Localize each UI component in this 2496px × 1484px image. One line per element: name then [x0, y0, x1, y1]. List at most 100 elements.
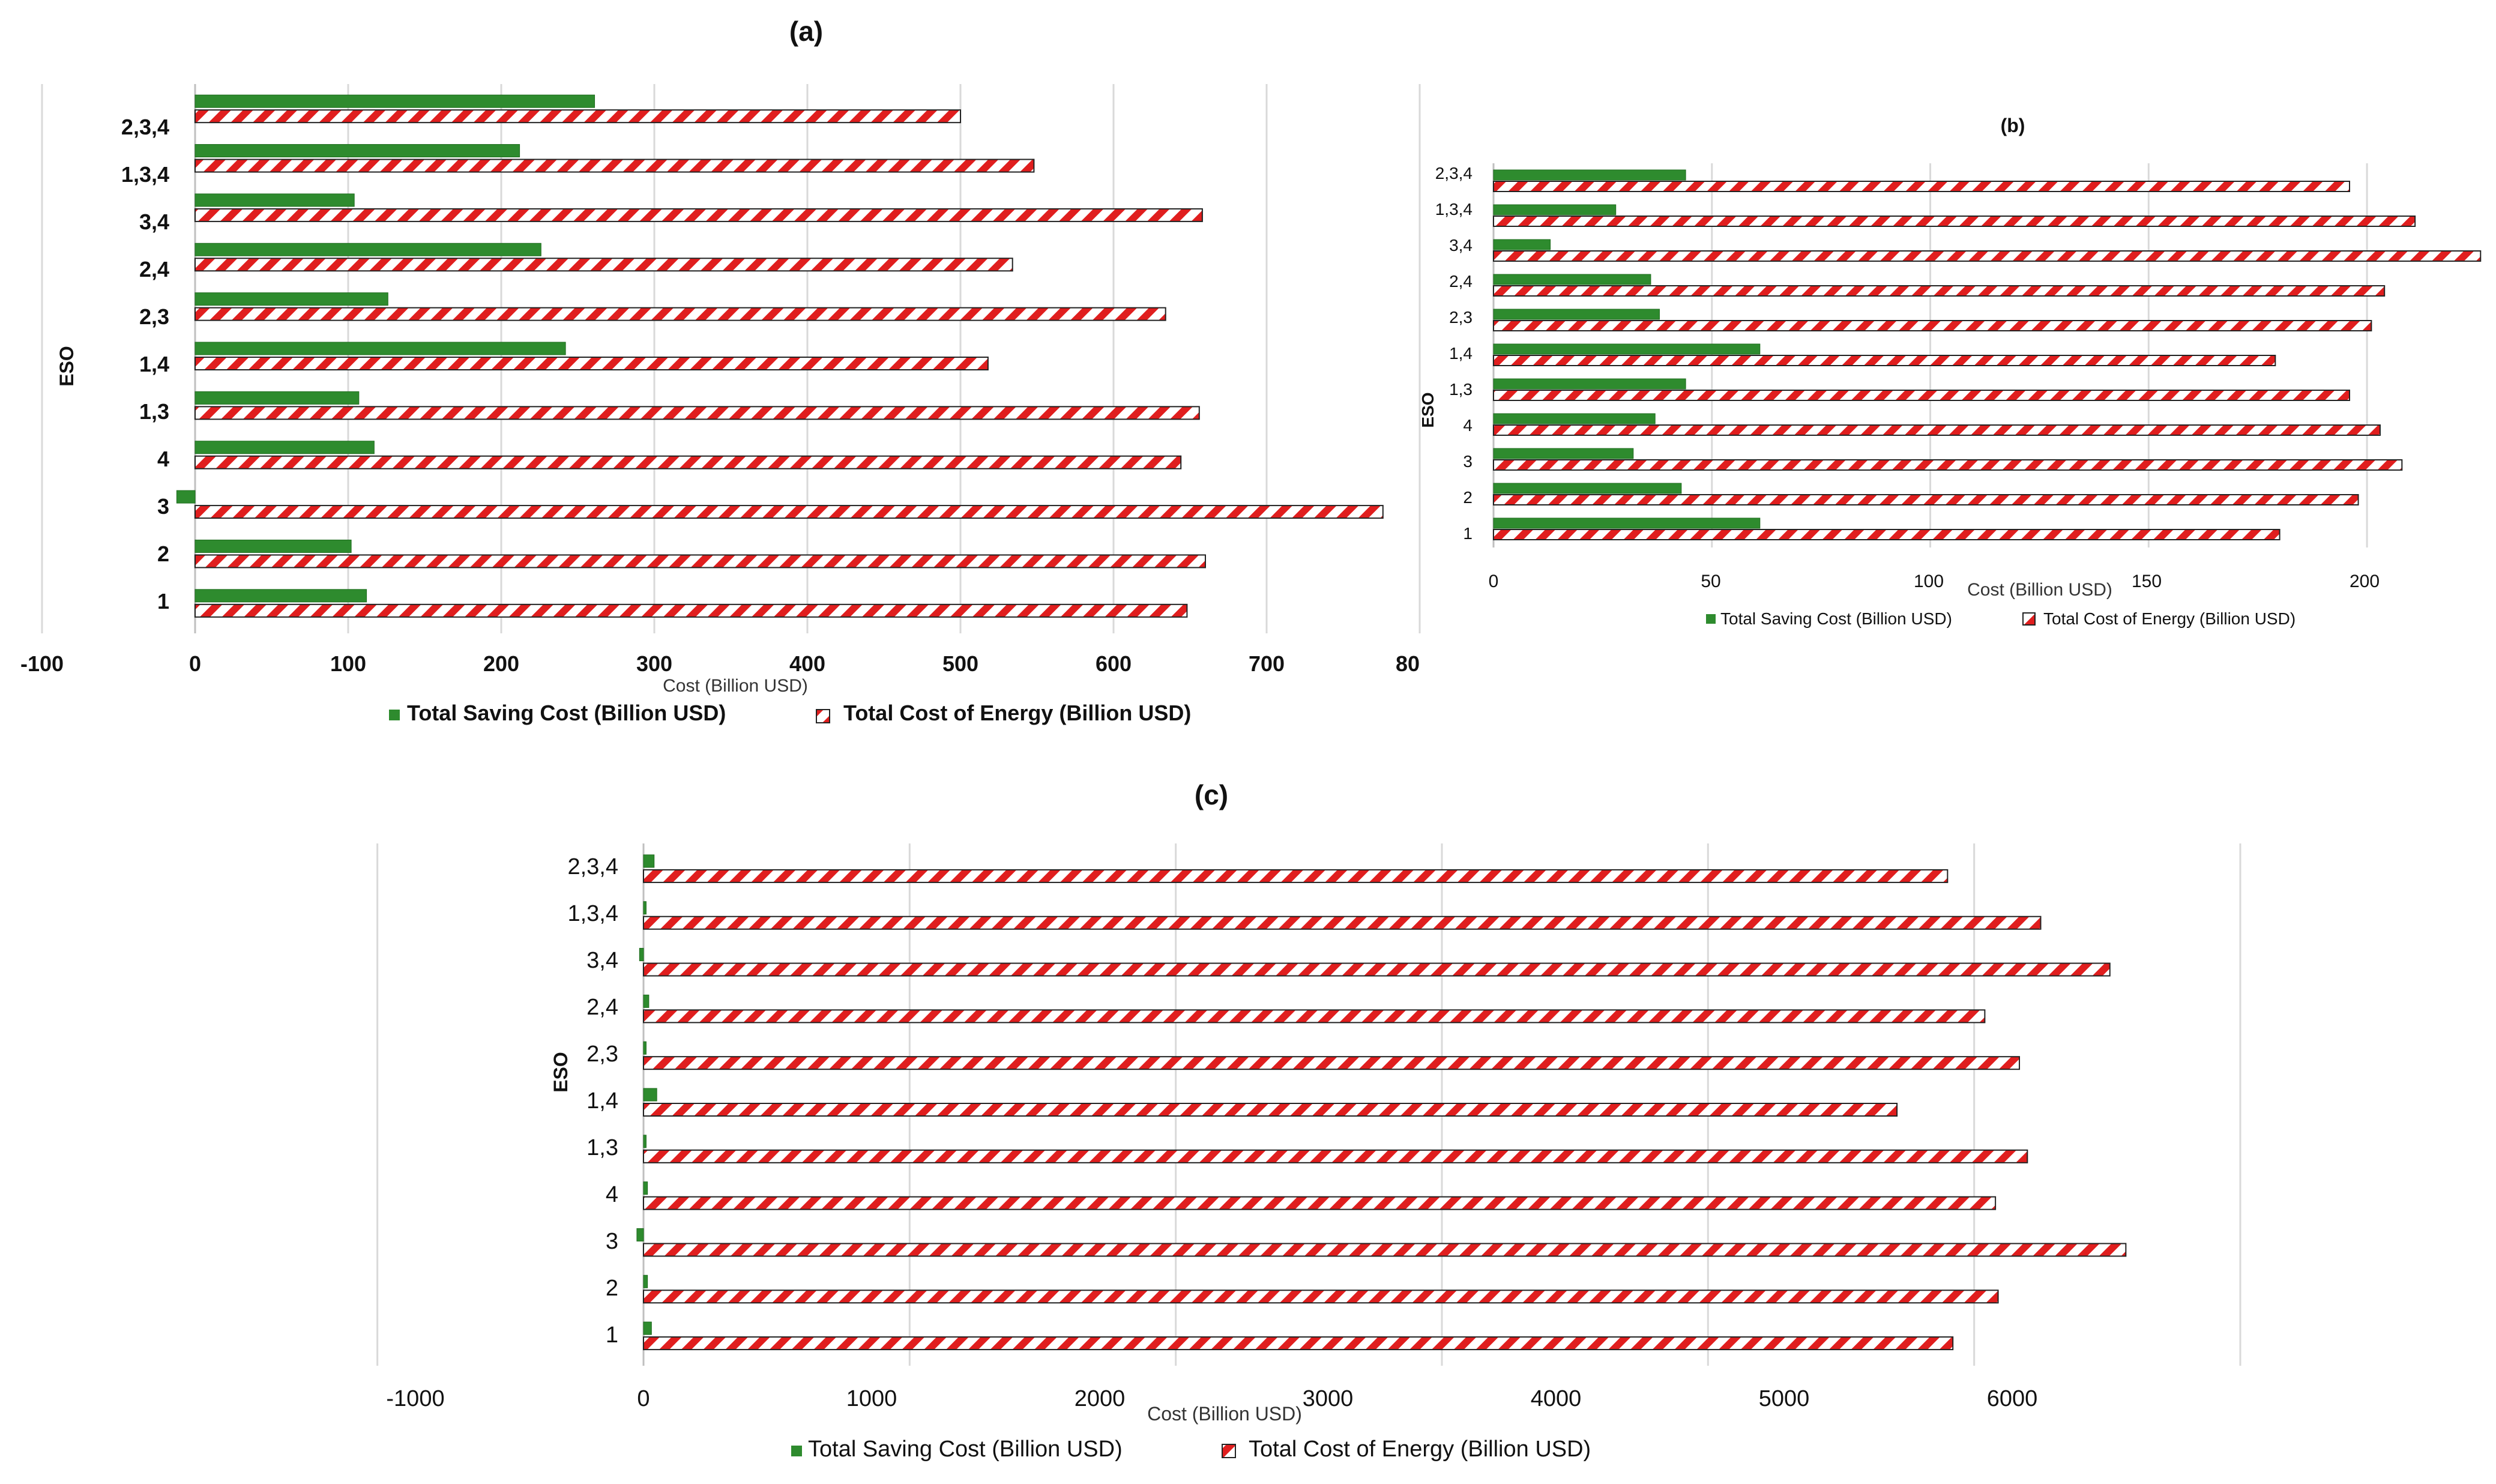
chart-b-tick-label: 50 [1701, 572, 1720, 591]
chart-b-bar-saving [1493, 448, 1634, 459]
chart-c-bar-saving [643, 1274, 648, 1288]
chart-c-legend-saving-label: Total Saving Cost (Billion USD) [808, 1437, 1123, 1462]
chart-c-legend-energy-label: Total Cost of Energy (Billion USD) [1249, 1437, 1591, 1462]
chart-b-legend-saving-label: Total Saving Cost (Billion USD) [1720, 609, 1952, 628]
chart-c-bar-energy [643, 1196, 1997, 1210]
chart-b-legend-energy-swatch [2022, 612, 2036, 626]
chart-b-category-label: 1,3 [1449, 380, 1473, 399]
chart-a-legend-energy-label: Total Cost of Energy (Billion USD) [843, 701, 1191, 725]
chart-b-bar-energy [1493, 390, 2351, 401]
chart-a-bar-saving [194, 193, 355, 207]
chart-c-category-labels: 1 2 3 4 1,3 1,4 2,3 2,4 3,4 1,3,4 2,3,4 [567, 854, 618, 1348]
chart-c-category-label: 2,4 [586, 995, 618, 1020]
chart-b-bars [1493, 169, 2482, 540]
chart-a-bar-energy [194, 307, 1166, 321]
chart-b-bar-saving [1493, 274, 1651, 285]
chart-c-legend: Total Saving Cost (Billion USD) Total Co… [791, 1437, 1591, 1462]
chart-b-category-label: 3,4 [1449, 236, 1473, 255]
chart-b-category-label: 4 [1463, 416, 1473, 435]
chart-a-bar-energy [194, 505, 1384, 519]
chart-c-bar-energy [643, 1243, 2127, 1257]
chart-a-bar-saving [194, 94, 595, 108]
chart-b: (b) ESO 1 2 3 4 1,3 1,4 2,3 2,4 3,4 1,3,… [1418, 115, 2482, 628]
chart-a-legend-energy-swatch [816, 709, 830, 723]
chart-c-bar-energy [643, 1149, 2028, 1163]
chart-b-bar-saving [1493, 483, 1682, 494]
chart-c-bar-energy [643, 962, 2111, 977]
chart-a-bar-energy [194, 603, 1188, 618]
chart-a-tick-label: -100 [20, 651, 64, 676]
chart-a-bar-energy [194, 406, 1200, 420]
chart-c-bar-energy [643, 869, 1949, 883]
chart-a-tick-label: 200 [483, 651, 519, 676]
chart-c-bar-energy [643, 1103, 1898, 1117]
chart-c-bar-saving [643, 1321, 652, 1335]
chart-b-category-label: 2,3,4 [1435, 164, 1473, 182]
chart-a-bar-saving [194, 243, 541, 256]
chart-a-tick-label: 300 [636, 651, 672, 676]
chart-a-bar-energy [194, 158, 1035, 173]
chart-b-category-label: 1 [1463, 524, 1473, 543]
chart-c-category-label: 1,4 [586, 1088, 618, 1114]
chart-a-category-label: 2 [157, 541, 169, 566]
chart-a-ylabel: ESO [56, 346, 77, 387]
chart-b-bar-energy [1493, 216, 2416, 227]
chart-a-tick-label: 700 [1249, 651, 1285, 676]
chart-c-category-label: 3 [606, 1229, 618, 1254]
chart-a-bar-energy [194, 357, 989, 370]
chart-a-tick-label: 0 [189, 651, 201, 676]
chart-c-category-label: 4 [606, 1182, 618, 1207]
chart-c-xlabel: Cost (Billion USD) [1147, 1403, 1302, 1425]
chart-b-category-labels: 1 2 3 4 1,3 1,4 2,3 2,4 3,4 1,3,4 2,3,4 [1435, 164, 1473, 543]
chart-b-bar-energy [1493, 494, 2359, 505]
chart-c-category-label: 1,3 [586, 1135, 618, 1160]
chart-c-category-label: 1 [606, 1323, 618, 1348]
chart-b-bar-saving [1493, 239, 1551, 250]
chart-a-tick-labels: -100 0 100 200 300 400 500 600 700 80 [20, 651, 1420, 676]
chart-b-bar-energy [1493, 355, 2276, 366]
chart-b-bar-saving [1493, 343, 1761, 355]
chart-c-bar-saving [643, 1181, 648, 1195]
chart-a-tick-label: 400 [789, 651, 825, 676]
chart-a-category-label: 4 [157, 447, 169, 471]
chart-b-legend-energy-label: Total Cost of Energy (Billion USD) [2043, 609, 2296, 628]
chart-c-bars [636, 854, 2127, 1351]
chart-b-legend: Total Saving Cost (Billion USD) Total Co… [1706, 609, 2296, 628]
chart-b-tick-labels: 0 50 100 150 200 [1489, 572, 2380, 591]
chart-c-tick-labels: -1000 0 1000 2000 3000 4000 5000 6000 [386, 1386, 2037, 1411]
chart-b-category-label: 1,4 [1449, 344, 1473, 363]
chart-c-bar-saving [643, 901, 647, 915]
chart-b-bar-energy [1493, 459, 2403, 471]
chart-c-tick-label: -1000 [386, 1386, 444, 1411]
chart-c-bar-saving [643, 1135, 647, 1148]
chart-a-bar-energy [194, 208, 1203, 222]
chart-b-bar-energy [1493, 424, 2381, 436]
chart-c-tick-label: 3000 [1303, 1386, 1354, 1411]
chart-c-bar-energy [643, 1056, 2021, 1070]
chart-a-category-label: 3,4 [139, 210, 169, 234]
chart-b-category-label: 2,3 [1449, 308, 1473, 327]
chart-b-tick-label: 0 [1489, 572, 1499, 591]
chart-a-bar-saving [194, 441, 375, 454]
chart-b-bar-energy [1493, 250, 2482, 262]
chart-a-bar-energy [194, 455, 1182, 469]
chart-b-bar-saving [1493, 204, 1617, 216]
chart-b-bar-saving [1493, 517, 1761, 529]
chart-b-legend-saving-swatch [1706, 614, 1716, 624]
chart-a-category-label: 1 [157, 589, 169, 614]
chart-c-legend-energy-swatch [1222, 1444, 1236, 1458]
chart-c-bar-energy [643, 1289, 1999, 1304]
chart-c-bar-energy [643, 1336, 1954, 1351]
chart-b-bar-energy [1493, 529, 2280, 540]
chart-c-tick-label: 1000 [846, 1386, 897, 1411]
chart-a-bar-saving [194, 539, 352, 553]
chart-b-ylabel: ESO [1418, 392, 1437, 427]
chart-b-title: (b) [2001, 115, 2025, 136]
chart-a-legend-saving-label: Total Saving Cost (Billion USD) [407, 701, 726, 725]
chart-a-bar-saving [176, 490, 196, 504]
chart-b-bar-saving [1493, 169, 1686, 181]
chart-a-legend-saving-swatch [389, 710, 400, 720]
chart-a-bar-saving [194, 342, 566, 355]
chart-a-tick-label: 100 [330, 651, 366, 676]
